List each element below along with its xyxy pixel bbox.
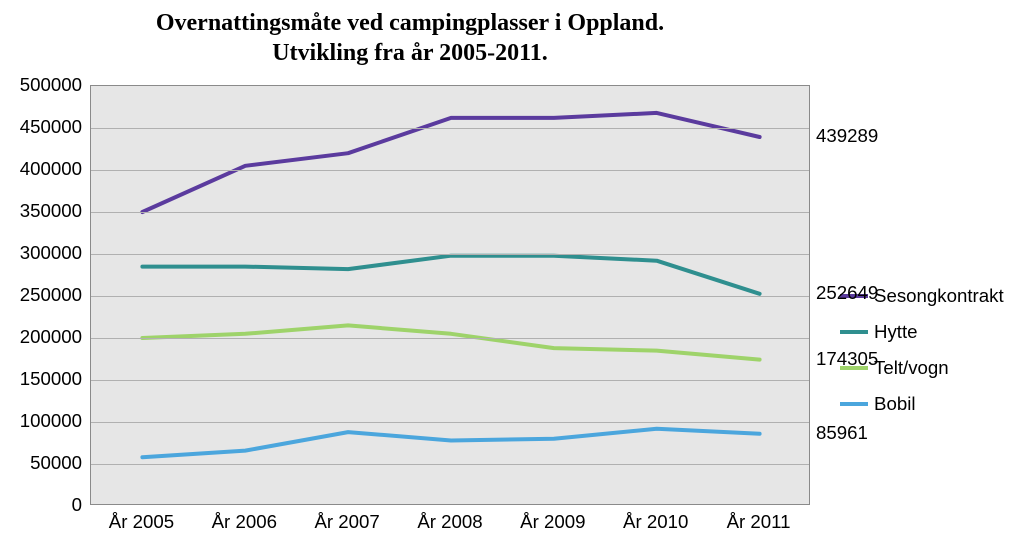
grid-line	[91, 212, 809, 213]
end-label-hytte: 252649	[816, 282, 878, 304]
x-tick-label: År 2007	[314, 511, 379, 533]
x-tick-label: År 2006	[212, 511, 277, 533]
legend-label-sesongkontrakt: Sesongkontrakt	[874, 285, 1004, 307]
chart-title-block: Overnattingsmåte ved campingplasser i Op…	[0, 8, 820, 68]
legend-label-teltvogn: Telt/vogn	[874, 357, 949, 379]
end-label-sesongkontrakt: 439289	[816, 125, 878, 147]
legend-swatch-bobil	[840, 402, 868, 406]
y-tick-label: 250000	[2, 284, 82, 306]
series-line-hytte	[142, 256, 759, 294]
plot-area	[90, 85, 810, 505]
grid-line	[91, 254, 809, 255]
x-tick-label: År 2009	[520, 511, 585, 533]
y-tick-label: 350000	[2, 200, 82, 222]
x-tick-label: År 2008	[417, 511, 482, 533]
x-tick-label: År 2005	[109, 511, 174, 533]
y-tick-label: 450000	[2, 116, 82, 138]
legend-swatch-hytte	[840, 330, 868, 334]
y-tick-label: 100000	[2, 410, 82, 432]
grid-line	[91, 464, 809, 465]
y-tick-label: 50000	[2, 452, 82, 474]
legend-item-bobil: Bobil	[840, 393, 1004, 415]
chart-title-line-2: Utvikling fra år 2005-2011.	[0, 38, 820, 68]
grid-line	[91, 422, 809, 423]
grid-line	[91, 296, 809, 297]
y-tick-label: 500000	[2, 74, 82, 96]
chart-title-line-1: Overnattingsmåte ved campingplasser i Op…	[0, 8, 820, 38]
series-line-teltvogn	[142, 325, 759, 359]
legend-label-hytte: Hytte	[874, 321, 918, 343]
series-line-bobil	[142, 429, 759, 458]
y-tick-label: 400000	[2, 158, 82, 180]
grid-line	[91, 338, 809, 339]
x-tick-label: År 2011	[727, 511, 791, 533]
grid-line	[91, 128, 809, 129]
y-tick-label: 300000	[2, 242, 82, 264]
end-label-bobil: 85961	[816, 422, 868, 444]
grid-line	[91, 170, 809, 171]
x-tick-label: År 2010	[623, 511, 688, 533]
grid-line	[91, 380, 809, 381]
y-tick-label: 150000	[2, 368, 82, 390]
legend-label-bobil: Bobil	[874, 393, 916, 415]
end-label-teltvogn: 174305	[816, 348, 878, 370]
y-tick-label: 200000	[2, 326, 82, 348]
y-tick-label: 0	[2, 494, 82, 516]
legend-item-hytte: Hytte	[840, 321, 1004, 343]
chart-container: Overnattingsmåte ved campingplasser i Op…	[0, 0, 1023, 553]
